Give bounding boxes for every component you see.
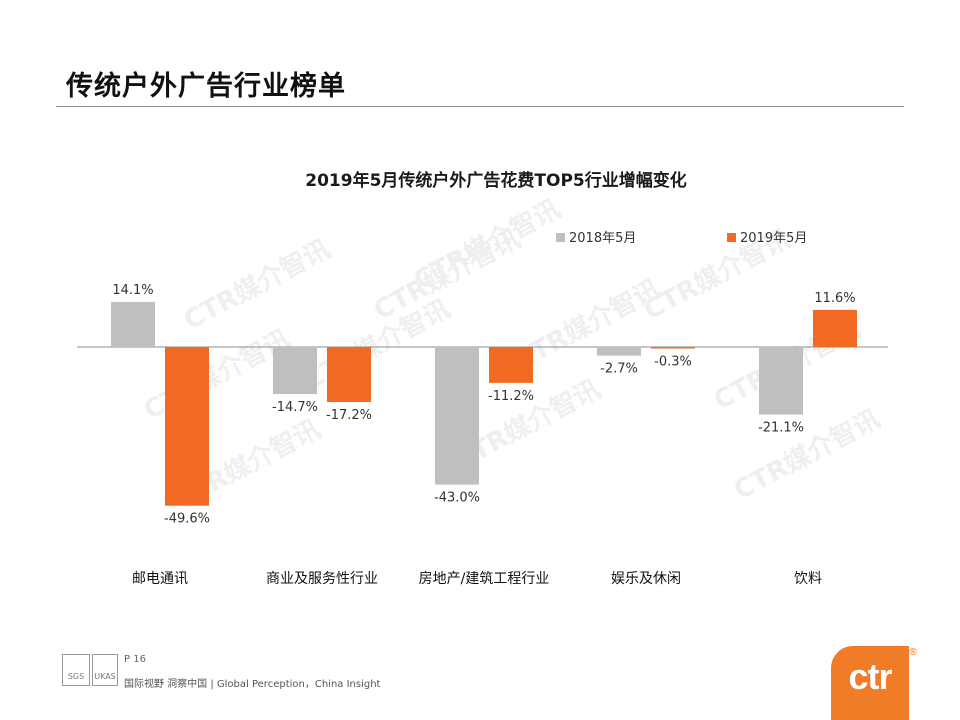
watermark-text: CTR媒介智讯 xyxy=(409,194,565,296)
category-label: 饮料 xyxy=(794,571,822,587)
bar xyxy=(597,347,641,356)
category-label: 邮电通讯 xyxy=(132,571,188,587)
bar xyxy=(651,347,695,349)
footer-tagline: 国际视野 洞察中国 | Global Perception，China Insi… xyxy=(124,679,381,690)
category-label: 娱乐及休闲 xyxy=(611,571,681,587)
data-label: 14.1% xyxy=(112,283,153,298)
data-label: -14.7% xyxy=(272,400,318,415)
data-label: -11.2% xyxy=(488,389,534,404)
page-number: P 16 xyxy=(124,654,146,665)
data-label-group: 14.1% -49.6% -14.7% -17.2% -43.0% -11.2% -2.7%… xyxy=(112,283,855,527)
bar xyxy=(813,309,857,347)
registered-mark-icon: ® xyxy=(908,647,918,658)
data-label: -17.2% xyxy=(326,408,372,423)
legend-swatch xyxy=(556,233,565,242)
legend-label: 2019年5月 xyxy=(740,231,807,246)
data-label: -2.7% xyxy=(600,362,638,377)
page-title: 传统户外广告行业榜单 xyxy=(66,71,346,102)
title-divider xyxy=(56,106,904,107)
bar xyxy=(111,301,155,347)
legend-label: 2018年5月 xyxy=(569,231,636,246)
legend-swatch xyxy=(727,233,736,242)
chart-legend: 2018年5月 2019年5月 xyxy=(556,231,807,246)
data-label: -49.6% xyxy=(164,512,210,527)
logo-text: ctr xyxy=(848,656,892,697)
watermark-text: CTR媒介智讯 xyxy=(729,404,885,506)
bar xyxy=(327,347,371,403)
bar xyxy=(435,347,479,485)
bar xyxy=(759,347,803,415)
bar-group xyxy=(111,301,857,506)
bar xyxy=(165,347,209,506)
data-label: -43.0% xyxy=(434,491,480,506)
bar xyxy=(273,347,317,395)
chart-title: 2019年5月传统户外广告花费TOP5行业增幅变化 xyxy=(305,170,686,191)
data-label: -21.1% xyxy=(758,421,804,436)
bar xyxy=(489,347,533,383)
category-label: 商业及服务性行业 xyxy=(266,571,378,587)
category-label-group: 邮电通讯 商业及服务性行业 房地产/建筑工程行业 娱乐及休闲 饮料 xyxy=(132,571,822,587)
data-label: 11.6% xyxy=(814,291,855,306)
data-label: -0.3% xyxy=(654,355,692,370)
sgs-cert-icon: SGS xyxy=(62,654,90,686)
watermark-text: CTR媒介智讯 xyxy=(179,234,335,336)
ukas-cert-icon: UKAS xyxy=(92,654,118,686)
category-label: 房地产/建筑工程行业 xyxy=(419,571,550,587)
ctr-logo: ctr xyxy=(831,646,909,720)
